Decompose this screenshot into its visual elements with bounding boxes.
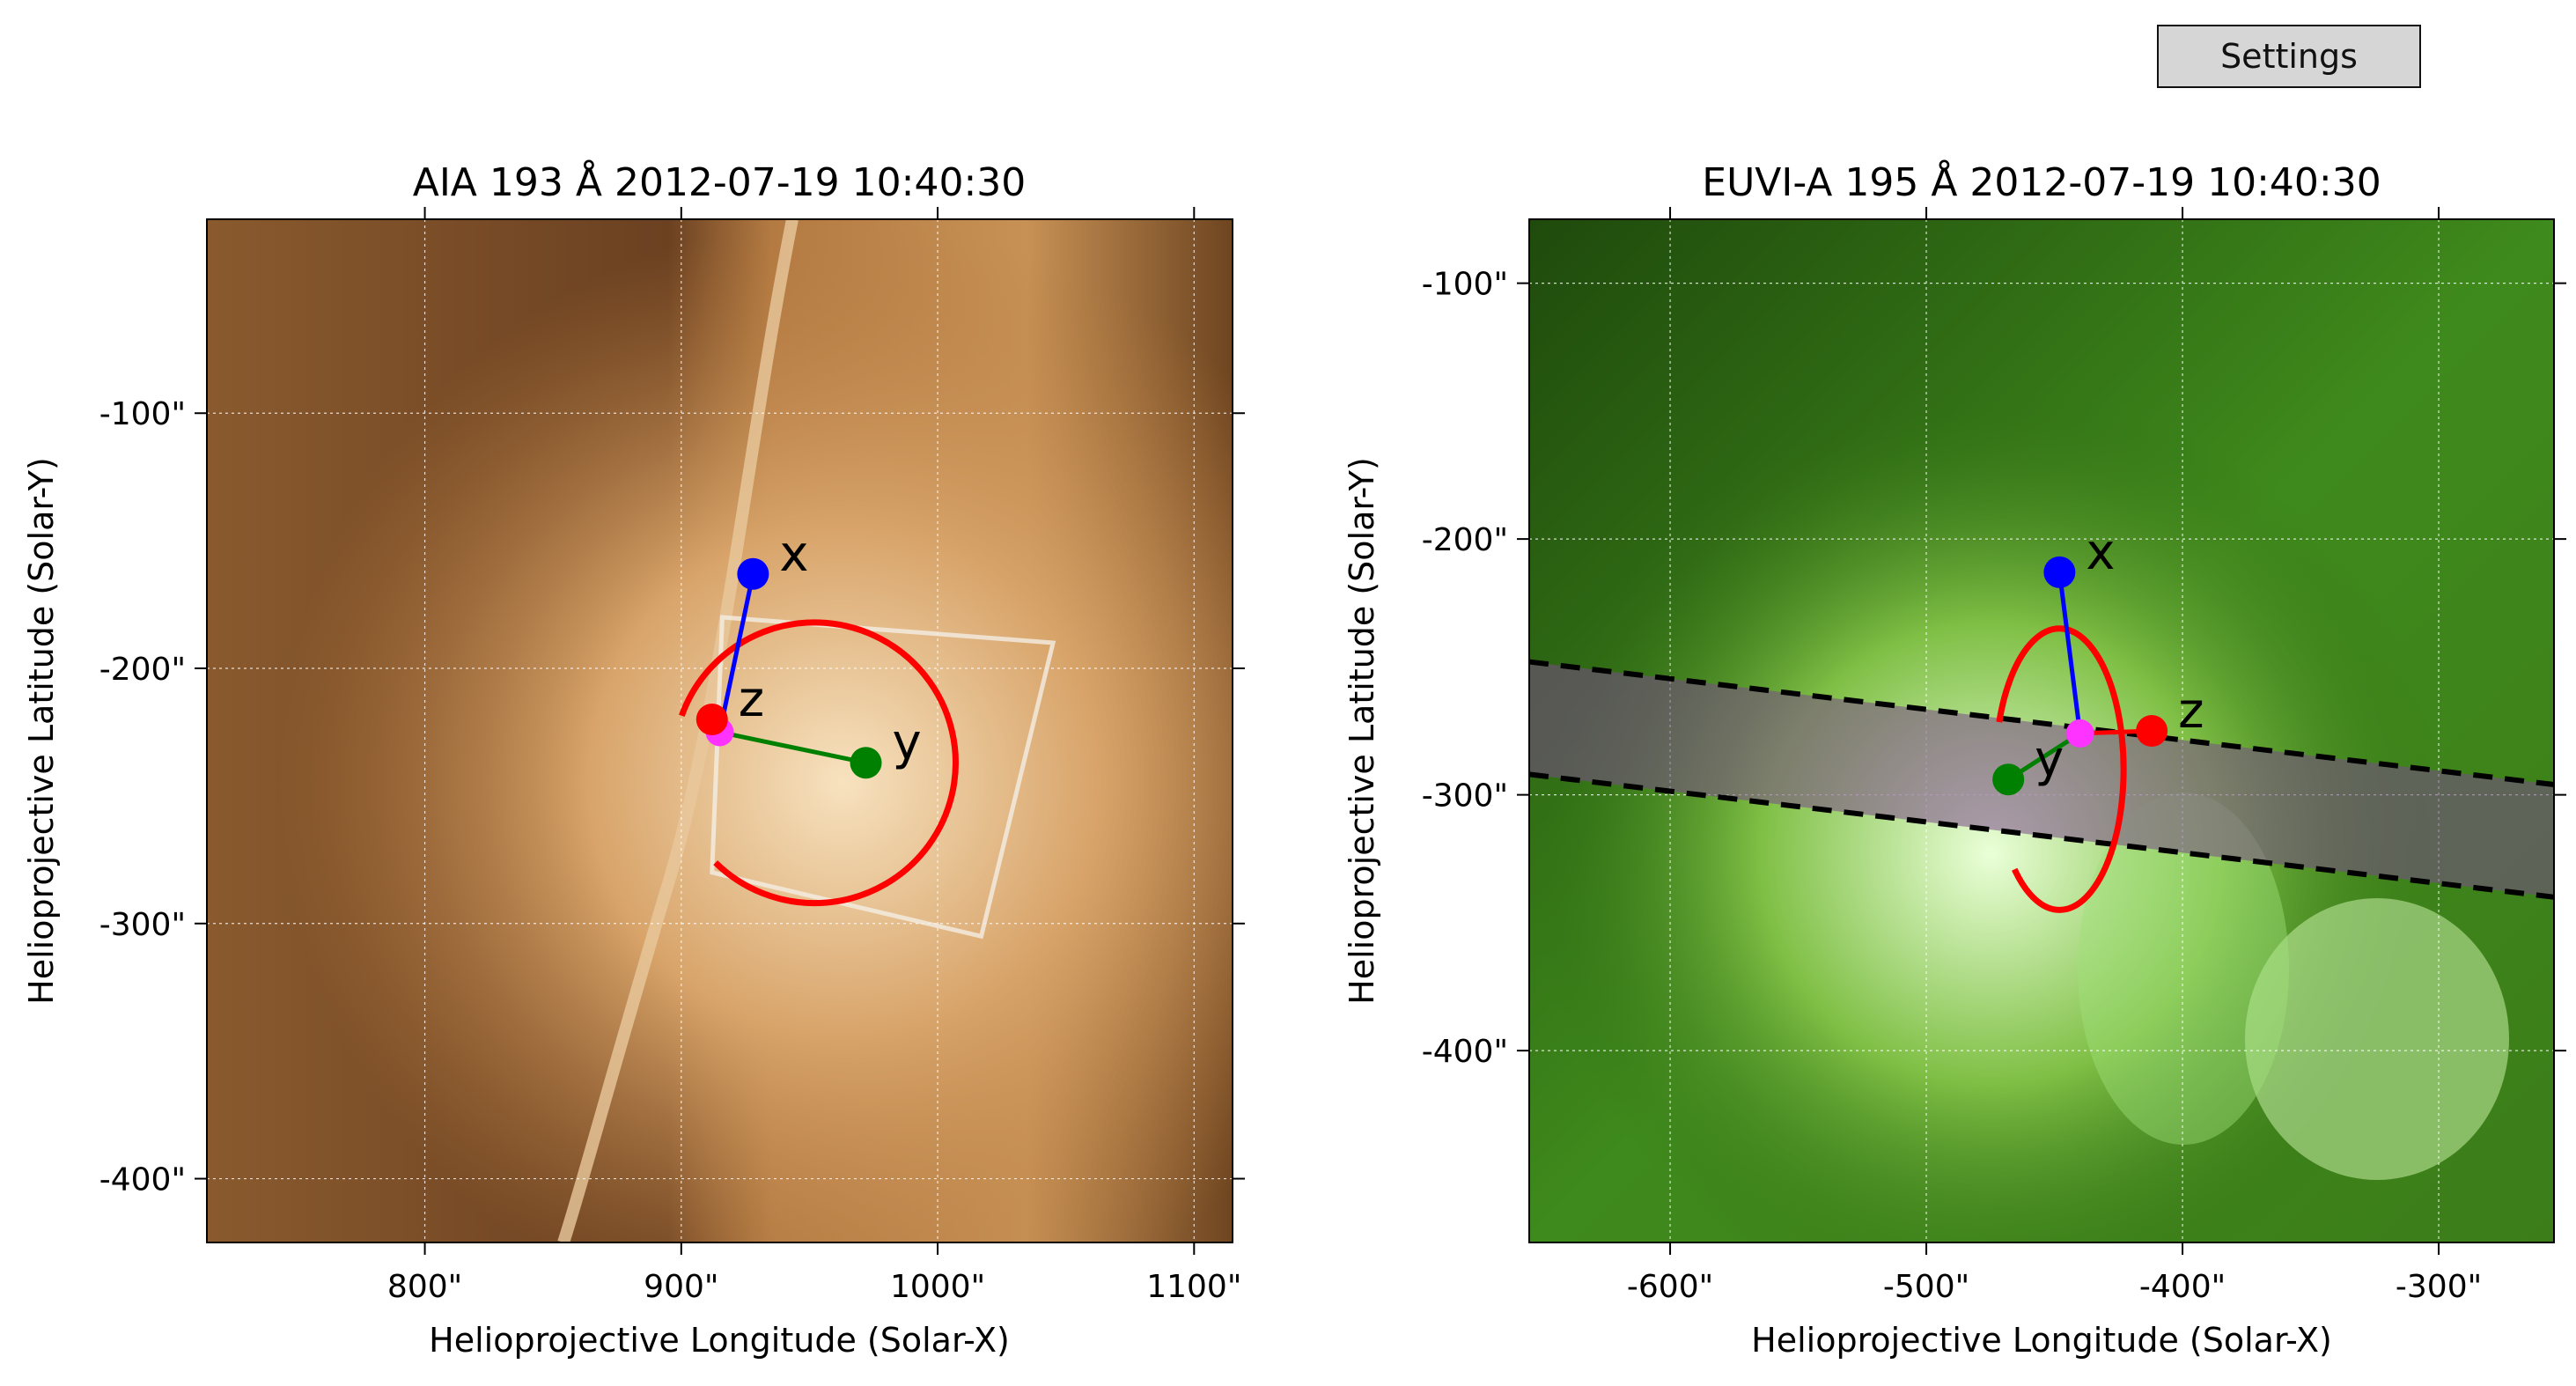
- aia-axis-y-line: [718, 730, 867, 765]
- euvi-ytick-label: -200": [1422, 522, 1508, 558]
- aia-ticks: 800" 900" 1000" 1100" -100" -200" -300" -400": [99, 207, 1245, 1305]
- euvi-axis-x-line: [2057, 571, 2083, 734]
- aia-ylabel: Helioprojective Latitude (Solar-Y): [22, 457, 61, 1005]
- euvi-ytick-label: -400": [1422, 1034, 1508, 1070]
- euvi-axis-z-marker: [2136, 715, 2168, 747]
- euvi-axis-x-marker: [2043, 556, 2076, 588]
- aia-ytick-label: -400": [99, 1162, 186, 1198]
- euvi-red-arc: [1996, 625, 2127, 913]
- euvi-xtick-label: -400": [2139, 1269, 2226, 1305]
- aia-ytick-label: -300": [99, 907, 186, 943]
- aia-xtick-label: 1100": [1146, 1269, 1241, 1305]
- aia-axis-z-label: z: [739, 671, 764, 728]
- aia-red-arc: [679, 619, 959, 907]
- euvi-band-lower-line: [1528, 771, 2555, 900]
- euvi-xtick-label: -500": [1883, 1269, 1969, 1305]
- aia-axis-x-line: [718, 573, 755, 733]
- euvi-title: EUVI-A 195 Å 2012-07-19 10:40:30: [1702, 159, 2381, 205]
- aia-axis-z-marker: [696, 703, 728, 735]
- euvi-ticks: -600" -500" -400" -300" -100" -200" -300" -400": [1422, 207, 2566, 1305]
- aia-axis-x-marker: [737, 557, 769, 590]
- euvi-axes-frame: [1528, 218, 2555, 1243]
- aia-title: AIA 193 Å 2012-07-19 10:40:30: [413, 159, 1027, 205]
- euvi-overlay: x y z: [1528, 524, 2555, 913]
- aia-ytick-label: -100": [99, 396, 186, 432]
- aia-axis-y-label: y: [893, 714, 922, 771]
- euvi-ytick-label: -300": [1422, 778, 1508, 815]
- euvi-xtick-label: -600": [1627, 1269, 1713, 1305]
- aia-axes-frame: [206, 218, 1233, 1243]
- euvi-band-upper-line: [1528, 659, 2555, 787]
- aia-xlabel: Helioprojective Longitude (Solar-X): [429, 1321, 1010, 1360]
- aia-overlay: x y z: [679, 526, 1056, 940]
- aia-xtick-label: 800": [387, 1269, 462, 1305]
- euvi-panel: xyz -600" -500" -400" -300"-100"-200"-300"-…: [1343, 159, 2566, 1360]
- euvi-ylabel: Helioprojective Latitude (Solar-Y): [1343, 457, 1381, 1005]
- euvi-ytick-label: -100": [1422, 267, 1508, 303]
- euvi-xtick-label: -300": [2396, 1269, 2482, 1305]
- euvi-axis-x-label: x: [2086, 524, 2115, 581]
- euvi-axis-y-label: y: [2035, 731, 2064, 788]
- settings-button[interactable]: Settings: [2157, 25, 2421, 88]
- aia-xtick-label: 1000": [890, 1269, 985, 1305]
- aia-axis-x-label: x: [779, 526, 808, 583]
- euvi-fov-band: [1529, 661, 2554, 897]
- euvi-origin-marker: [2065, 719, 2094, 748]
- aia-xtick-label: 900": [644, 1269, 718, 1305]
- aia-axis-y-marker: [850, 747, 882, 779]
- euvi-axis-y-marker: [1992, 763, 2025, 796]
- aia-panel: x y z 800" 900" 1000" 1100" -100" -200" -300" -40…: [22, 159, 1245, 1360]
- euvi-xlabel: Helioprojective Longitude (Solar-X): [1751, 1321, 2332, 1360]
- aia-box-outline: [710, 615, 1056, 940]
- aia-ytick-label: -200": [99, 652, 186, 688]
- euvi-axis-z-label: z: [2178, 682, 2204, 740]
